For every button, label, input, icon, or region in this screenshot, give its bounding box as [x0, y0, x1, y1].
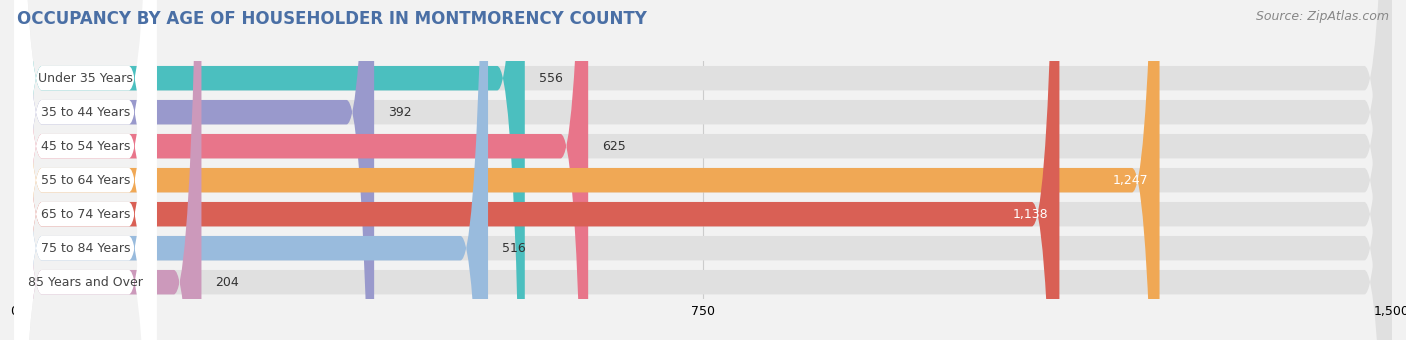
FancyBboxPatch shape — [14, 0, 488, 340]
FancyBboxPatch shape — [14, 0, 1392, 340]
Text: 55 to 64 Years: 55 to 64 Years — [41, 174, 129, 187]
FancyBboxPatch shape — [14, 0, 156, 340]
Text: 516: 516 — [502, 242, 526, 255]
Text: 204: 204 — [215, 276, 239, 289]
FancyBboxPatch shape — [14, 0, 1160, 340]
Text: Under 35 Years: Under 35 Years — [38, 72, 132, 85]
FancyBboxPatch shape — [14, 0, 1392, 340]
FancyBboxPatch shape — [14, 0, 156, 340]
FancyBboxPatch shape — [14, 0, 156, 340]
Text: 35 to 44 Years: 35 to 44 Years — [41, 106, 129, 119]
FancyBboxPatch shape — [14, 0, 156, 340]
FancyBboxPatch shape — [14, 0, 588, 340]
FancyBboxPatch shape — [14, 0, 1392, 340]
FancyBboxPatch shape — [14, 0, 156, 340]
Text: 625: 625 — [602, 140, 626, 153]
Text: 85 Years and Over: 85 Years and Over — [28, 276, 142, 289]
FancyBboxPatch shape — [14, 0, 1392, 340]
FancyBboxPatch shape — [14, 0, 156, 340]
Text: 1,138: 1,138 — [1012, 208, 1049, 221]
Text: 75 to 84 Years: 75 to 84 Years — [41, 242, 129, 255]
FancyBboxPatch shape — [14, 0, 1392, 340]
Text: Source: ZipAtlas.com: Source: ZipAtlas.com — [1256, 10, 1389, 23]
FancyBboxPatch shape — [14, 0, 374, 340]
Text: 65 to 74 Years: 65 to 74 Years — [41, 208, 129, 221]
Text: 556: 556 — [538, 72, 562, 85]
FancyBboxPatch shape — [14, 0, 201, 340]
FancyBboxPatch shape — [14, 0, 156, 340]
Text: OCCUPANCY BY AGE OF HOUSEHOLDER IN MONTMORENCY COUNTY: OCCUPANCY BY AGE OF HOUSEHOLDER IN MONTM… — [17, 10, 647, 28]
Text: 392: 392 — [388, 106, 412, 119]
FancyBboxPatch shape — [14, 0, 524, 340]
Text: 1,247: 1,247 — [1114, 174, 1149, 187]
FancyBboxPatch shape — [14, 0, 1392, 340]
FancyBboxPatch shape — [14, 0, 1392, 340]
FancyBboxPatch shape — [14, 0, 1059, 340]
Text: 45 to 54 Years: 45 to 54 Years — [41, 140, 129, 153]
